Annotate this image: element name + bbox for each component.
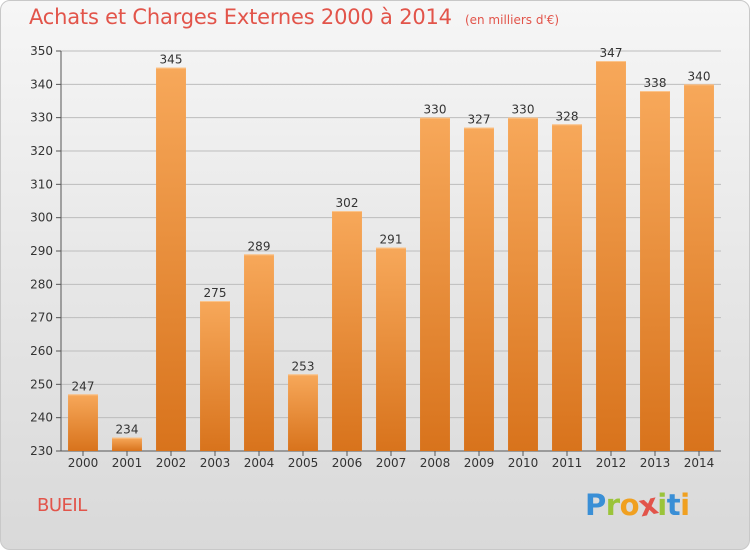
data-label: 338 (644, 76, 667, 90)
chart-title: Achats et Charges Externes 2000 à 2014 (29, 5, 452, 29)
logo-letter: t (666, 488, 681, 522)
data-labels: 247 234 345 275 289 253 302 291 330 327 330 328 347 3… (72, 46, 711, 437)
logo-letter: i (680, 488, 690, 522)
bar (596, 61, 626, 451)
logo-letter: P (585, 488, 606, 522)
data-label: 327 (468, 113, 491, 127)
x-tick-label: 2001 (112, 456, 143, 470)
data-label: 330 (512, 103, 535, 117)
commune-name: BUEIL (37, 495, 87, 516)
x-tick-label: 2013 (640, 456, 671, 470)
data-label: 253 (292, 359, 315, 373)
bar (200, 301, 230, 451)
data-label: 289 (248, 239, 271, 253)
bar (156, 67, 186, 452)
y-tick-label: 240 (30, 411, 53, 425)
x-tick-label: 2003 (200, 456, 231, 470)
x-tick-label: 2012 (596, 456, 627, 470)
y-tick-label: 310 (30, 177, 53, 191)
bar (244, 254, 274, 451)
bar (552, 124, 582, 451)
x-tick-label: 2010 (508, 456, 539, 470)
data-label: 328 (556, 109, 579, 123)
proxiti-logo: Proxiti (585, 486, 690, 523)
bar (376, 247, 406, 451)
bar (464, 127, 494, 452)
y-tick-label: 270 (30, 311, 53, 325)
y-tick-label: 290 (30, 244, 53, 258)
y-tick-labels: 230 240 250 260 270 280 290 300 310 320 330 340 350 (30, 44, 53, 458)
x-tick-labels: 2000 2001 2002 2003 2004 2005 2006 2007 2008 2009… (68, 456, 715, 470)
data-label: 291 (380, 233, 403, 247)
bar (68, 394, 98, 451)
logo-letter: i (657, 488, 667, 522)
data-label: 347 (600, 46, 623, 60)
chart-unit: (en milliers d'€) (464, 13, 560, 27)
x-tick-label: 2008 (420, 456, 451, 470)
bar (332, 211, 362, 451)
x-tick-label: 2009 (464, 456, 495, 470)
y-tick-label: 260 (30, 344, 53, 358)
bar-chart: 247 234 345 275 289 253 302 291 330 327 330 328 347 3… (30, 44, 721, 470)
bar (640, 91, 670, 451)
bar (420, 117, 450, 452)
y-tick-label: 230 (30, 444, 53, 458)
y-tick-label: 280 (30, 277, 53, 291)
y-tick-label: 250 (30, 377, 53, 391)
logo-letter: r (605, 488, 620, 522)
x-tick-label: 2014 (684, 456, 715, 470)
logo-letter: o (619, 488, 640, 522)
x-tick-label: 2011 (552, 456, 583, 470)
x-tick-label: 2002 (156, 456, 187, 470)
bar (684, 84, 714, 451)
data-label: 234 (116, 423, 139, 437)
data-label: 330 (424, 103, 447, 117)
y-tick-label: 340 (30, 77, 53, 91)
y-tick-label: 330 (30, 111, 53, 125)
bar (112, 437, 142, 451)
y-tick-label: 350 (30, 44, 53, 58)
y-tick-label: 300 (30, 211, 53, 225)
y-tick-label: 320 (30, 144, 53, 158)
bar (508, 117, 538, 452)
bars (68, 61, 714, 452)
title-row: Achats et Charges Externes 2000 à 2014 (… (29, 5, 559, 29)
x-tick-label: 2006 (332, 456, 363, 470)
x-tick-label: 2000 (68, 456, 99, 470)
data-label: 302 (336, 196, 359, 210)
x-tick-label: 2007 (376, 456, 407, 470)
x-tick-label: 2004 (244, 456, 275, 470)
bar (288, 374, 318, 451)
data-label: 275 (204, 286, 227, 300)
data-label: 247 (72, 379, 95, 393)
x-tick-label: 2005 (288, 456, 319, 470)
data-label: 340 (688, 69, 711, 83)
data-label: 345 (160, 53, 183, 67)
